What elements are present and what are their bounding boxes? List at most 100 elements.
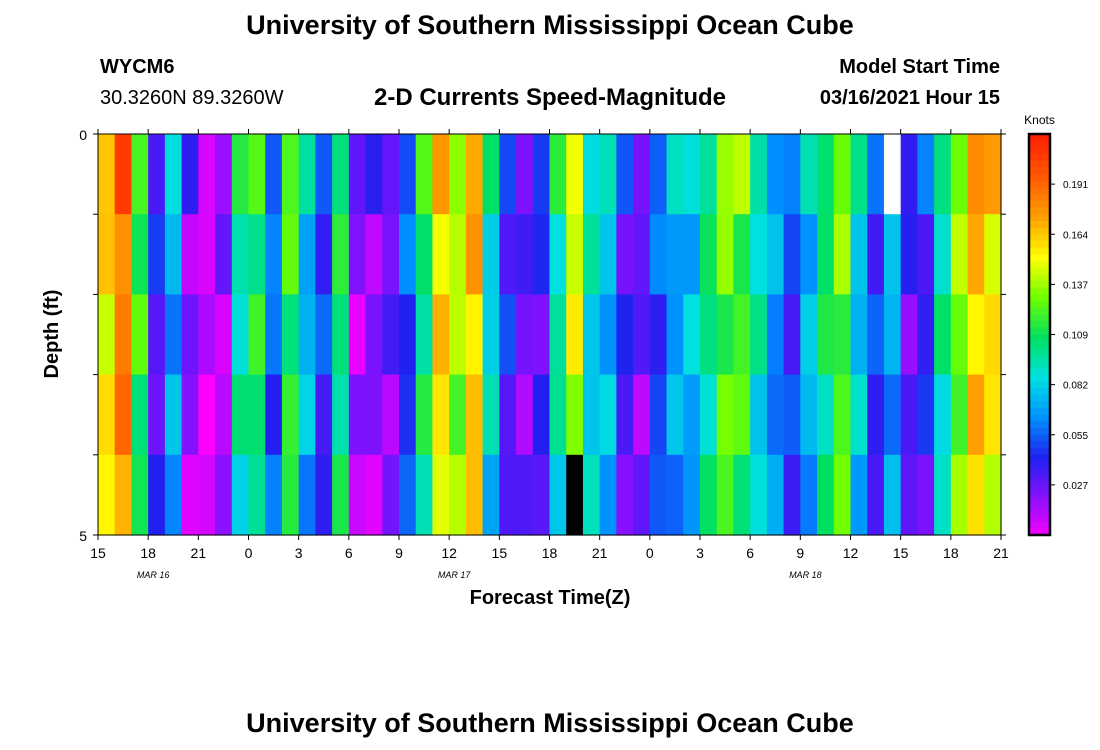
heatmap-cell [198, 294, 216, 376]
x-tick-label: 18 [943, 545, 959, 561]
heatmap-cell [499, 214, 517, 295]
heatmap-cell [917, 294, 935, 376]
heatmap-cell [599, 134, 617, 215]
colorbar-segment [1029, 207, 1050, 215]
heatmap-cell [499, 294, 517, 376]
heatmap-cell [181, 294, 199, 376]
heatmap-cell [666, 454, 684, 536]
heatmap-cell [415, 374, 434, 456]
x-tick-label: 15 [893, 545, 909, 561]
x-tick-label: 9 [395, 545, 403, 561]
colorbar-segment [1029, 367, 1050, 376]
heatmap-cell [516, 374, 534, 456]
heatmap-cell [900, 134, 918, 215]
heatmap-cell [566, 214, 584, 295]
heatmap-cell [716, 214, 735, 295]
heatmap-cell [582, 294, 601, 376]
colorbar-segment [1029, 314, 1050, 322]
colorbar-segment [1029, 327, 1050, 336]
date-label: MAR 17 [438, 570, 472, 580]
heatmap-cell [783, 294, 801, 376]
heatmap-cell [817, 134, 835, 215]
colorbar-segment [1029, 294, 1050, 302]
heatmap-cell [549, 374, 567, 456]
heatmap-cell [833, 454, 852, 536]
heatmap-cell [716, 134, 735, 215]
heatmap-cell [616, 214, 634, 295]
heatmap-cell [950, 134, 969, 215]
colorbar-segment [1029, 334, 1050, 342]
heatmap-cell [967, 134, 985, 215]
heatmap-cell [298, 214, 316, 295]
model-start-label: Model Start Time [839, 56, 1000, 78]
heatmap-cell [164, 374, 183, 456]
heatmap-cell [566, 294, 584, 376]
heatmap-cell [783, 214, 801, 295]
x-tick-label: 15 [492, 545, 508, 561]
heatmap-cell [265, 214, 283, 295]
heatmap-cell [164, 134, 183, 215]
heatmap-cell [298, 134, 316, 215]
heatmap-cell [315, 294, 333, 376]
heatmap-cell [348, 454, 367, 536]
colorbar-segment [1029, 508, 1050, 516]
heatmap-cell [432, 454, 450, 536]
y-tick-label: 5 [79, 528, 87, 544]
heatmap-cell [800, 214, 818, 295]
heatmap-cell [549, 294, 567, 376]
colorbar-segment [1029, 434, 1050, 443]
heatmap-cell [114, 294, 133, 376]
heatmap-cell [449, 454, 467, 536]
heatmap-cell [934, 294, 952, 376]
colorbar-segment [1029, 227, 1050, 235]
heatmap-cell [633, 214, 651, 295]
x-tick-label: 18 [140, 545, 156, 561]
heatmap-cell [833, 294, 852, 376]
heatmap-cell [415, 454, 434, 536]
heatmap-cell [114, 454, 133, 536]
heatmap-cell [532, 374, 551, 456]
heatmap-cell [348, 294, 367, 376]
heatmap-cell [833, 214, 852, 295]
colorbar-segment [1029, 408, 1050, 416]
heatmap-cell [750, 454, 768, 536]
colorbar-segment [1029, 387, 1050, 396]
colorbar-tick-label: 0.055 [1063, 431, 1088, 442]
colorbar-segment [1029, 307, 1050, 316]
heatmap-cell [700, 214, 718, 295]
heatmap-cell [817, 454, 835, 536]
heatmap-cell [532, 214, 551, 295]
heatmap-cell [967, 294, 985, 376]
heatmap-cell [616, 134, 634, 215]
heatmap-cell [465, 294, 484, 376]
heatmap-cell [683, 454, 701, 536]
colorbar-segment [1029, 287, 1050, 295]
colorbar-segment [1029, 428, 1050, 436]
heatmap-cell [934, 214, 952, 295]
colorbar-segment [1029, 474, 1050, 483]
heatmap-cell [148, 294, 166, 376]
heatmap-cell [281, 454, 300, 536]
heatmap-cell [315, 214, 333, 295]
heatmap-cell [616, 294, 634, 376]
heatmap-cell [265, 374, 283, 456]
date-label: MAR 16 [137, 570, 170, 580]
heatmap-cell [215, 374, 233, 456]
heatmap-cell [633, 294, 651, 376]
heatmap-cell [666, 294, 684, 376]
heatmap-cell [967, 374, 985, 456]
heatmap-cell [883, 214, 902, 295]
x-axis: 15 18 21 0 3 6 9 12 15 18 21 0 3 6 9 12 15 18 21 MAR 16 MAR … [90, 129, 1009, 580]
y-axis: 05 [79, 127, 1006, 544]
heatmap-cell [867, 454, 885, 536]
heatmap-cell [934, 454, 952, 536]
heatmap-cell [332, 134, 350, 215]
heatmap-cell [649, 454, 668, 536]
heatmap-cell [332, 294, 350, 376]
heatmap-cell [984, 374, 1002, 456]
heatmap-cell [449, 134, 467, 215]
heatmap-cell [733, 454, 751, 536]
heatmap-cell [582, 374, 601, 456]
colorbar-segment [1029, 281, 1050, 289]
